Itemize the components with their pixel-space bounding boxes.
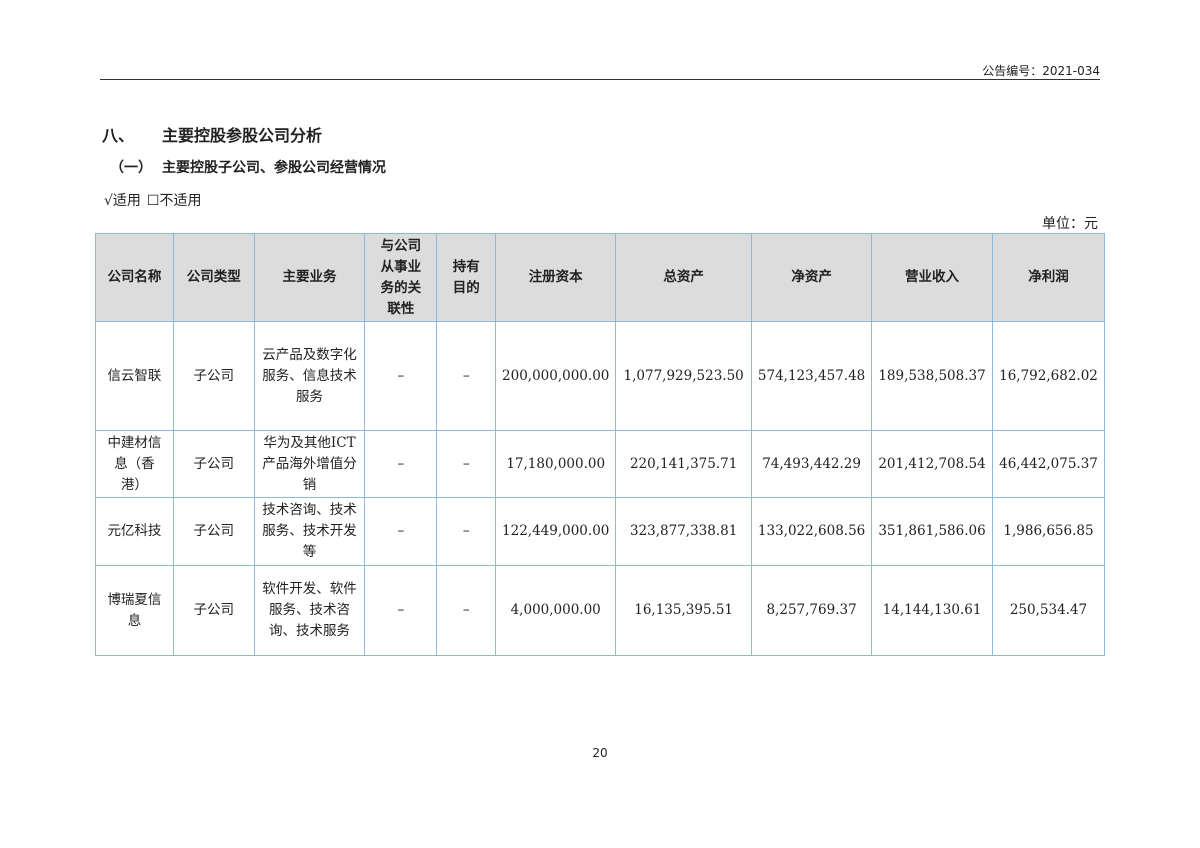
table-cell: 1,986,656.85 [992,497,1105,566]
table-cell: 信云智联 [95,321,174,431]
table-cell: 74,493,442.29 [751,430,873,498]
table-cell: 4,000,000.00 [495,565,617,656]
table-cell: 子公司 [172,430,255,498]
table-cell: – [364,321,438,431]
table-cell: 子公司 [172,565,255,656]
column-header: 与公司从事业务的关联性 [364,233,438,322]
section-number: 八、 [102,126,135,145]
table-cell: 574,123,457.48 [751,321,873,431]
column-header: 净资产 [751,233,873,322]
column-header: 营业收入 [871,233,993,322]
table-cell: 1,077,929,523.50 [615,321,753,431]
table-cell: 博瑞夏信息 [95,565,174,656]
table-row: 元亿科技 子公司 技术咨询、技术服务、技术开发等 – –122,449,000.00 32… [95,497,1105,566]
table-cell: – [364,430,438,498]
column-header: 主要业务 [253,233,366,322]
table-cell: 250,534.47 [992,565,1105,656]
table-row: 博瑞夏信息 子公司 软件开发、软件服务、技术咨询、技术服务 – –4,000,000.0… [95,565,1105,656]
table-cell: 华为及其他ICT产品海外增值分销 [253,430,366,498]
table-cell: 子公司 [172,321,255,431]
table-cell: 189,538,508.37 [871,321,993,431]
table-cell: 技术咨询、技术服务、技术开发等 [253,497,366,566]
table-cell: 122,449,000.00 [495,497,617,566]
applicable-option: √适用 [104,193,141,209]
table-cell: 14,144,130.61 [871,565,993,656]
applicability: √适用 ☐不适用 [104,190,207,210]
table-cell: 201,412,708.54 [871,430,993,498]
column-header: 净利润 [992,233,1105,322]
table-cell: – [364,565,438,656]
table-cell: 220,141,375.71 [615,430,753,498]
subsection-heading: （一） 主要控股子公司、参股公司经营情况 [110,157,386,177]
table-cell: – [436,430,497,498]
subsidiaries-table: 公司名称 公司类型 主要业务 与公司从事业务的关联性 持有目的 注册资本 总资产 净资产 营业收… [95,233,1105,656]
table-cell: – [364,497,438,566]
cell-text: 中建材信息（香港） [107,434,162,493]
subsection-title: 主要控股子公司、参股公司经营情况 [162,160,386,176]
table-cell: 16,135,395.51 [615,565,753,656]
table-cell: 元亿科技 [95,497,174,566]
table-cell: 8,257,769.37 [751,565,873,656]
announcement-number: 公告编号：2021-034 [982,64,1100,78]
cell-text: 博瑞夏信息 [107,591,162,629]
section-title: 主要控股参股公司分析 [162,126,323,145]
table-cell: 46,442,075.37 [992,430,1105,498]
column-header-text: 持有目的 [452,258,480,296]
table-cell: 云产品及数字化服务、信息技术服务 [253,321,366,431]
cell-text: 华为及其他ICT产品海外增值分销 [262,434,357,493]
column-header: 注册资本 [495,233,617,322]
header-divider [100,79,1100,80]
table-cell: – [436,497,497,566]
column-header: 持有目的 [436,233,497,322]
page-number: 20 [592,746,608,760]
table-cell: 351,861,586.06 [871,497,993,566]
section-heading: 八、 主要控股参股公司分析 [102,122,322,146]
column-header-text: 与公司从事业务的关联性 [380,237,422,317]
table-cell: 133,022,608.56 [751,497,873,566]
table-row: 中建材信息（香港） 子公司 华为及其他ICT产品海外增值分销 – –17,180,000… [95,430,1105,498]
table-cell: – [436,321,497,431]
table-cell: – [436,565,497,656]
table-cell: 子公司 [172,497,255,566]
cell-text: 云产品及数字化服务、信息技术服务 [262,346,357,405]
not-applicable-option: ☐不适用 [146,193,202,209]
table-cell: 17,180,000.00 [495,430,617,498]
column-header: 总资产 [615,233,753,322]
table-cell: 16,792,682.02 [992,321,1105,431]
table-cell: 软件开发、软件服务、技术咨询、技术服务 [253,565,366,656]
column-header: 公司名称 [95,233,174,322]
column-header: 公司类型 [172,233,255,322]
table-cell: 200,000,000.00 [495,321,617,431]
subsection-number: （一） [110,160,152,176]
table-row: 信云智联 子公司 云产品及数字化服务、信息技术服务 – –200,000,000.00 1… [95,321,1105,431]
table-cell: 323,877,338.81 [615,497,753,566]
cell-text: 信云智联 [107,367,162,384]
table-cell: 中建材信息（香港） [95,430,174,498]
cell-text: 技术咨询、技术服务、技术开发等 [262,502,357,560]
cell-text: 软件开发、软件服务、技术咨询、技术服务 [262,581,357,639]
cell-text: 元亿科技 [107,523,162,539]
unit-label: 单位：元 [1042,216,1098,232]
